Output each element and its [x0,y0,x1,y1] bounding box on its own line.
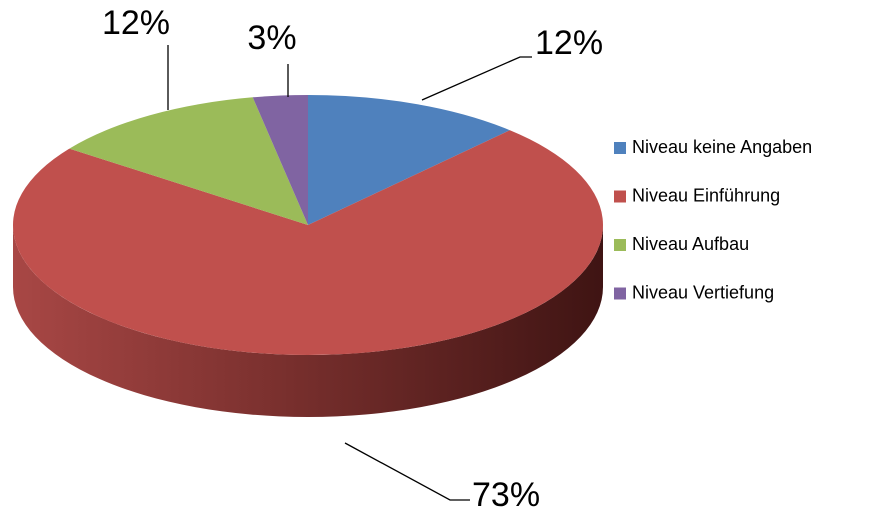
legend-swatch [614,190,626,203]
slice-side [13,225,603,417]
slice [69,97,308,225]
leader-line [344,442,470,501]
slice [252,95,308,225]
legend-label: Niveau Vertiefung [632,282,774,302]
data-label: 12% [102,4,170,42]
legend-swatch [614,287,626,300]
slice [13,130,604,356]
data-label: 73% [472,476,540,514]
data-label: 12% [535,24,603,62]
legend-label: Niveau keine Angaben [632,137,812,157]
legend-label: Niveau Aufbau [632,234,749,254]
data-label: 3% [247,19,296,57]
leader-line [421,56,532,101]
slice [308,95,510,225]
legend-label: Niveau Einführung [632,185,780,205]
legend-swatch [614,239,626,251]
legend-swatch [614,142,626,154]
